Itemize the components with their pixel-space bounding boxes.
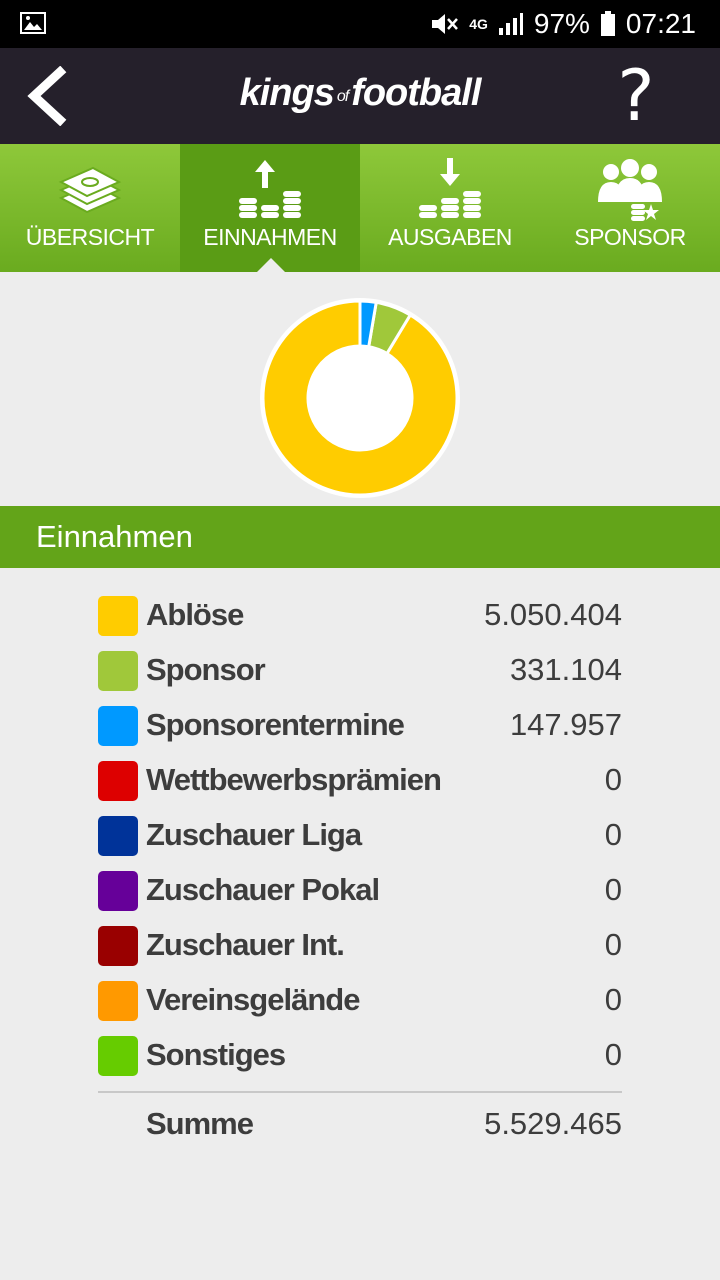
item-label: Sponsor [146,652,266,687]
clock: 07:21 [625,8,696,39]
item-value: 0 [604,817,622,852]
item-label: Zuschauer Liga [146,817,362,852]
sum-divider [98,1091,622,1093]
signal-icon [498,13,523,35]
tab-einnahmen[interactable]: EINNAHMEN [180,144,360,273]
item-label: Zuschauer Pokal [146,872,380,907]
list-item: Zuschauer Int. 0 [98,919,622,974]
list-item: Wettbewerbsprämien 0 [98,754,622,809]
tab-uebersicht[interactable]: ÜBERSICHT [0,144,180,272]
back-arrow-icon[interactable] [20,66,80,126]
item-label: Vereinsgelände [146,982,360,1017]
sum-row: Summe 5.529.465 [98,1106,622,1150]
color-swatch [98,926,138,966]
tab-sponsor[interactable]: SPONSOR [540,144,720,272]
finance-tabs: ÜBERSICHT EINNAHMEN AUSGABEN [0,144,720,273]
mute-icon [432,14,459,34]
item-label: Sponsorentermine [146,707,405,742]
list-item: Sponsorentermine 147.957 [98,699,622,754]
item-value: 0 [604,982,622,1017]
sponsor-group-icon [598,159,662,221]
status-bar: 4G 97% 07:21 [0,0,720,48]
item-value: 331.104 [509,652,622,687]
tab-label: AUSGABEN [388,224,512,250]
item-value: 0 [604,872,622,907]
color-swatch [98,871,138,911]
coins-arrow-up-icon [239,160,301,218]
color-swatch [98,651,138,691]
item-label: Wettbewerbsprämien [146,762,442,797]
color-swatch [98,1036,138,1076]
item-label: Sonstiges [146,1037,286,1072]
list-item: Sponsor 331.104 [98,644,622,699]
list-item: Zuschauer Pokal 0 [98,864,622,919]
item-label: Zuschauer Int. [146,927,345,962]
help-button[interactable]: ? [617,55,655,137]
item-value: 0 [604,927,622,962]
item-value: 147.957 [509,707,622,742]
item-value: 0 [604,762,622,797]
item-value: 5.050.404 [484,597,622,632]
app-header: kings offootball ? [0,48,720,144]
sum-value: 5.529.465 [484,1106,622,1141]
income-donut-chart [260,298,460,498]
tab-label: ÜBERSICHT [25,224,155,250]
battery-percent: 97% [533,8,590,39]
sum-label: Summe [146,1106,254,1141]
coins-arrow-down-icon [419,158,481,218]
section-title: Einnahmen [0,506,720,568]
money-stack-icon [58,166,122,214]
kings-of-football-logo: kings offootball [239,72,482,114]
color-swatch [98,761,138,801]
list-item: Vereinsgelände 0 [98,974,622,1029]
tab-label: SPONSOR [574,224,686,250]
image-notification-icon [20,12,46,34]
color-swatch [98,706,138,746]
tab-ausgaben[interactable]: AUSGABEN [360,144,540,272]
color-swatch [98,596,138,636]
list-item: Ablöse 5.050.404 [98,589,622,644]
color-swatch [98,816,138,856]
tab-label: EINNAHMEN [203,224,337,250]
income-chart-area [0,272,720,506]
item-label: Ablöse [146,597,244,632]
battery-icon [600,11,615,36]
item-value: 0 [604,1037,622,1072]
list-item: Zuschauer Liga 0 [98,809,622,864]
income-list: Ablöse 5.050.404 Sponsor 331.104 Sponsoren… [98,589,622,1084]
color-swatch [98,981,138,1021]
list-item: Sonstiges 0 [98,1029,622,1084]
network-type-label: 4G [469,16,488,32]
donut-hole [308,346,412,450]
